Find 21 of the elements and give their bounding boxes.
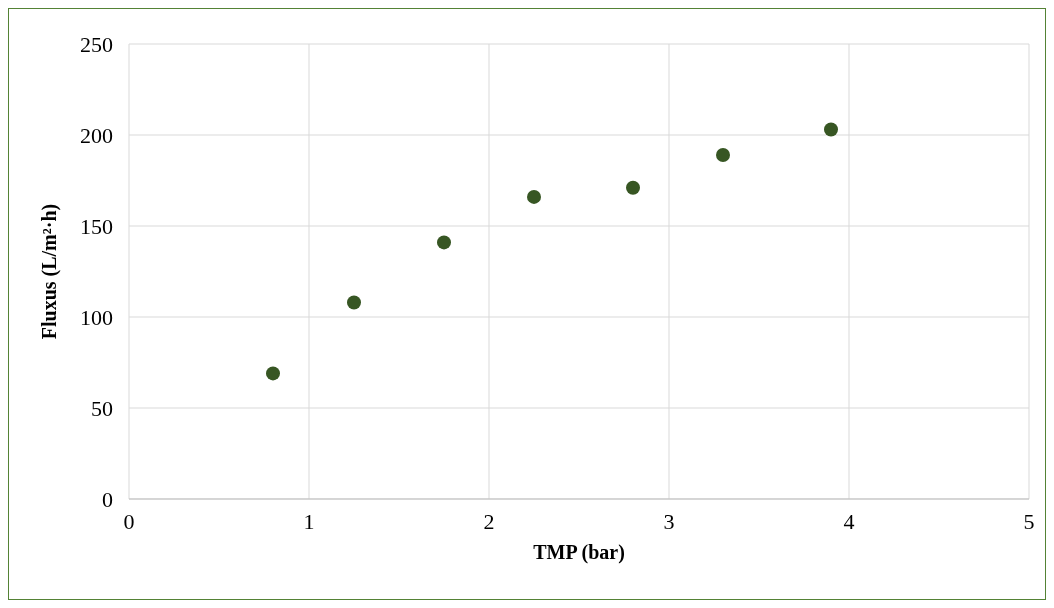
- y-tick-label: 50: [91, 395, 113, 421]
- point: [824, 122, 838, 137]
- y-tick-label: 0: [102, 486, 113, 512]
- point: [437, 235, 451, 250]
- x-axis-title: TMP (bar): [533, 541, 625, 564]
- point: [716, 148, 730, 163]
- point: [527, 189, 541, 204]
- y-axis-title: Fluxus (L/m²·h): [38, 203, 62, 340]
- x-tick-label: 1: [303, 508, 315, 534]
- x-tick-label: 0: [123, 508, 135, 534]
- x-tick-label: 5: [1023, 508, 1035, 534]
- point: [347, 295, 361, 310]
- x-tick-label: 2: [483, 508, 495, 534]
- y-tick-label: 200: [80, 122, 113, 148]
- point: [626, 180, 640, 195]
- y-tick-label: 100: [80, 304, 113, 330]
- x-tick-label: 4: [843, 508, 855, 534]
- x-tick-label: 3: [663, 508, 675, 534]
- point: [266, 366, 280, 381]
- y-tick-label: 150: [80, 213, 113, 239]
- y-tick-label: 250: [80, 31, 113, 57]
